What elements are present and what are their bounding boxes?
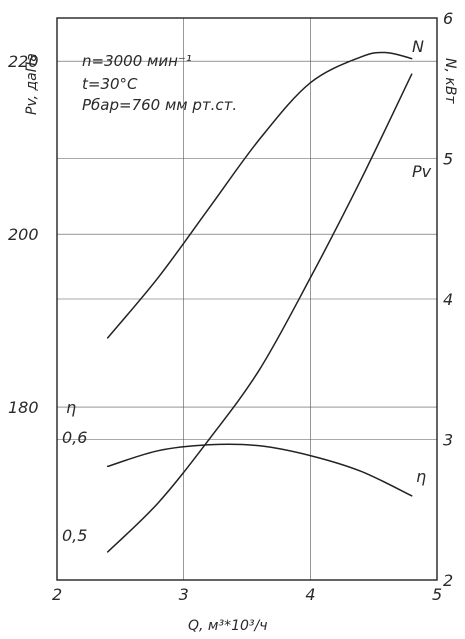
annotation-rpm: n=3000 мин⁻¹ <box>82 52 192 70</box>
x-tick-label: 3 <box>179 585 189 604</box>
curves <box>106 51 413 553</box>
y-tick-label-pv: 220 <box>8 52 39 71</box>
y-tick-label-n: 5 <box>443 150 453 169</box>
x-tick-label: 4 <box>305 585 315 604</box>
x-tick-label: 2 <box>52 585 62 604</box>
series-line-pv <box>106 51 413 339</box>
series-line-n <box>106 73 413 553</box>
x-tick-label: 5 <box>432 585 442 604</box>
plot-frame <box>56 17 438 581</box>
series-line-eta <box>106 443 413 497</box>
curve-label-eta: η <box>416 467 426 486</box>
y-axis-label-eta: η <box>66 398 76 417</box>
y-axis-label-pv: Pv, даПа <box>24 53 40 115</box>
annotation-temperature: t=30°C <box>82 75 138 93</box>
y-tick-label-eta: 0,6 <box>62 428 87 447</box>
y-tick-label-n: 6 <box>443 9 453 28</box>
curve-label-n: N <box>412 37 424 56</box>
annotation-pressure: Pбар=760 мм рт.ст. <box>82 96 237 114</box>
y-tick-label-pv: 180 <box>8 398 39 417</box>
y-tick-label-eta: 0,5 <box>62 526 87 545</box>
curve-label-pv: Pv <box>412 162 432 181</box>
y-tick-label-pv: 200 <box>8 225 39 244</box>
y-axis-label-n: N, кВт <box>442 58 458 104</box>
y-tick-label-n: 2 <box>443 571 453 590</box>
y-tick-label-n: 4 <box>443 290 453 309</box>
y-tick-label-n: 3 <box>443 431 453 450</box>
x-axis-label: Q, м³*10³/ч <box>188 618 268 634</box>
tick-labels: 2 3 4 5 180 200 220 2 3 4 5 6 0,5 0,6 <box>8 9 453 604</box>
